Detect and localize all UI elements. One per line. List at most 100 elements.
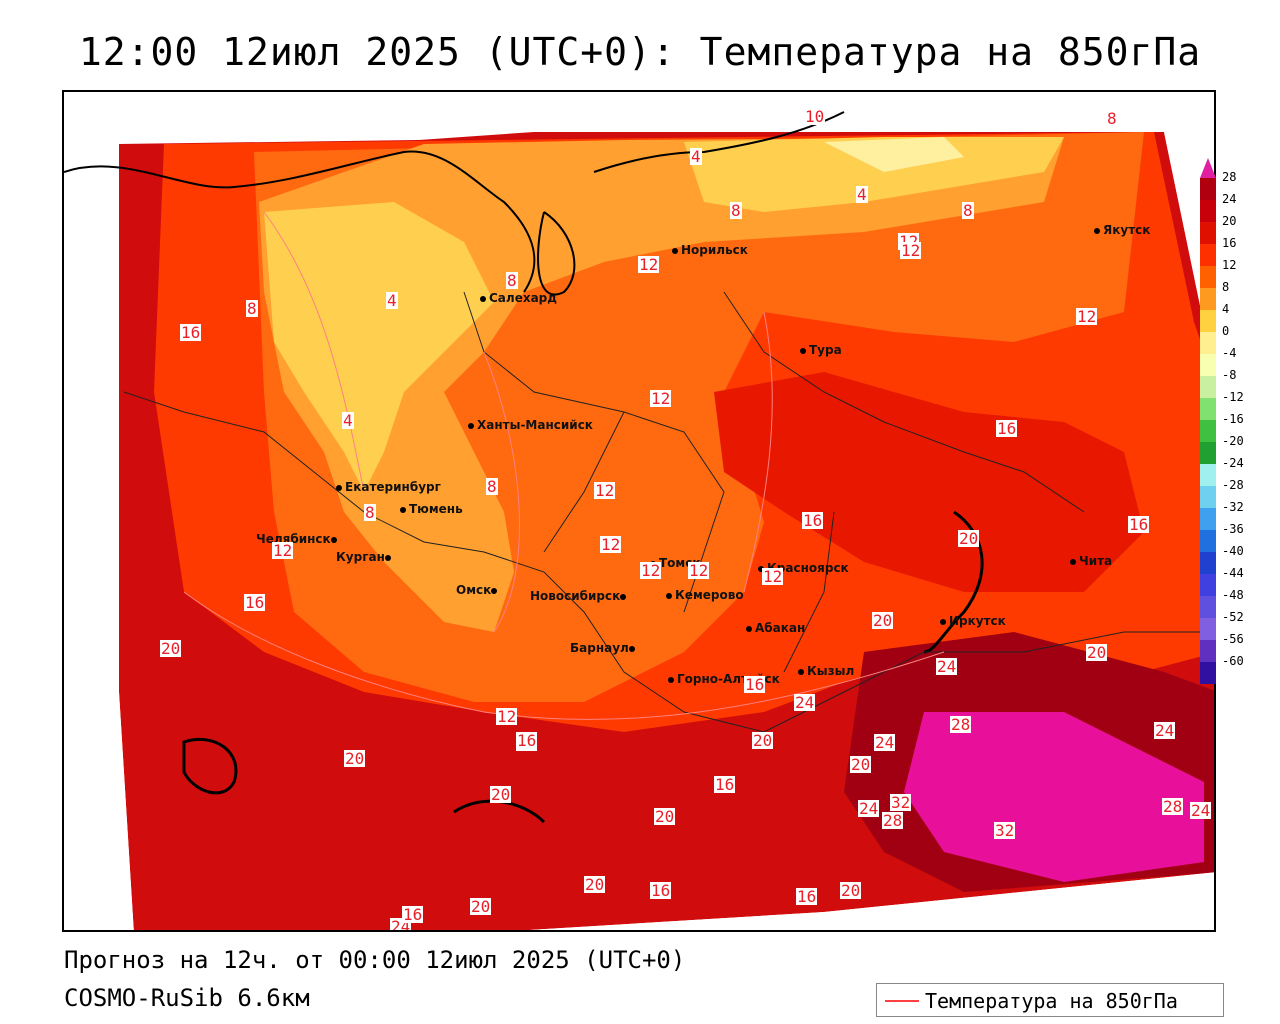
- city-dot: [668, 676, 674, 683]
- colorbar-tick-label: 24: [1222, 192, 1237, 206]
- city-dot: [491, 587, 498, 594]
- colorbar-tick-label: -60: [1222, 654, 1244, 668]
- contour-label: 20: [840, 881, 862, 900]
- contour-label: 24: [1190, 801, 1212, 820]
- city-label: Екатеринбург: [345, 480, 441, 494]
- colorbar-segment: [1200, 442, 1216, 464]
- colorbar-segment: [1200, 310, 1216, 332]
- city-dot: [620, 593, 627, 600]
- colorbar-tick-label: 4: [1222, 302, 1230, 316]
- contour-label: 8: [486, 477, 498, 496]
- contour-label: 24: [858, 799, 880, 818]
- contour-label: 12: [762, 567, 784, 586]
- legend-line: [885, 1000, 919, 1002]
- contour-label: 12: [1076, 307, 1098, 326]
- colorbar-tick-label: 12: [1222, 258, 1237, 272]
- city-dot: [672, 247, 678, 254]
- colorbar-tick-label: 16: [1222, 236, 1237, 250]
- colorbar-segment: [1200, 266, 1216, 288]
- contour-label: 8: [962, 201, 974, 220]
- city-label: Курган: [336, 550, 385, 564]
- colorbar: [1200, 158, 1216, 684]
- colorbar-segment: [1200, 332, 1216, 354]
- colorbar-tick-label: -4: [1222, 346, 1237, 360]
- colorbar-top-arrow: [1200, 158, 1216, 178]
- colorbar-tick-label: -20: [1222, 434, 1244, 448]
- colorbar-segment: [1200, 376, 1216, 398]
- legend-label: Температура на 850гПа: [925, 989, 1178, 1013]
- map-title: 12:00 12июл 2025 (UTC+0): Температура на…: [78, 30, 1202, 74]
- contour-label: 16: [796, 887, 818, 906]
- colorbar-tick-label: 8: [1222, 280, 1230, 294]
- contour-label: 10: [804, 107, 826, 126]
- contour-label: 16: [802, 511, 824, 530]
- city-dot: [1070, 558, 1076, 565]
- colorbar-tick-label: -8: [1222, 368, 1237, 382]
- city-label: Красноярск: [767, 561, 849, 575]
- contour-label: 16: [516, 731, 538, 750]
- contour-label: 4: [690, 147, 702, 166]
- contour-label: 12: [638, 255, 660, 274]
- contour-label: 12: [640, 561, 662, 580]
- colorbar-tick-label: 28: [1222, 170, 1237, 184]
- city-label: Кемерово: [675, 588, 744, 602]
- city-abakan: Абакан: [746, 621, 805, 635]
- contour-label: 16: [744, 675, 766, 694]
- colorbar-segment: [1200, 464, 1216, 486]
- city-irkutsk: Иркутск: [940, 614, 1006, 628]
- city-krasnoyarsk: Красноярск: [758, 561, 849, 575]
- contour-label: 12: [900, 241, 922, 260]
- city-chita: Чита: [1070, 554, 1112, 568]
- colorbar-segment: [1200, 574, 1216, 596]
- city-dot: [480, 295, 486, 302]
- city-kurgan: Курган: [336, 550, 394, 564]
- colorbar-segment: [1200, 398, 1216, 420]
- temperature-field: [64, 92, 1214, 930]
- contour-label: 20: [490, 785, 512, 804]
- city-label: Кызыл: [807, 664, 855, 678]
- contour-label: 16: [996, 419, 1018, 438]
- contour-label: 12: [688, 561, 710, 580]
- colorbar-tick-label: -32: [1222, 500, 1244, 514]
- city-chelyabinsk: Челябинск: [256, 532, 340, 546]
- forecast-info: Прогноз на 12ч. от 00:00 12июл 2025 (UTC…: [64, 946, 686, 974]
- colorbar-segment: [1200, 222, 1216, 244]
- colorbar-segment: [1200, 178, 1216, 200]
- city-label: Челябинск: [256, 532, 331, 546]
- city-label: Тура: [809, 343, 842, 357]
- city-dot: [330, 536, 337, 543]
- contour-label: 8: [246, 299, 258, 318]
- contour-label: 4: [386, 291, 398, 310]
- contour-label: 4: [342, 411, 354, 430]
- contour-label: 20: [584, 875, 606, 894]
- city-dot: [628, 645, 635, 652]
- city-dot: [384, 554, 391, 561]
- colorbar-segment: [1200, 200, 1216, 222]
- contour-label: 20: [160, 639, 182, 658]
- city-dot: [800, 347, 806, 354]
- colorbar-tick-label: -28: [1222, 478, 1244, 492]
- contour-label: 8: [364, 503, 376, 522]
- city-label: Норильск: [681, 243, 748, 257]
- contour-label: 12: [650, 389, 672, 408]
- colorbar-segment: [1200, 486, 1216, 508]
- contour-label: 20: [958, 529, 980, 548]
- map-area[interactable]: Якутск Норильск Салехард Тура Ханты-Манс…: [62, 90, 1216, 932]
- city-dot: [798, 668, 804, 675]
- colorbar-tick-label: -56: [1222, 632, 1244, 646]
- contour-label: 28: [950, 715, 972, 734]
- contour-label: 16: [714, 775, 736, 794]
- city-yakutsk: Якутск: [1094, 223, 1150, 237]
- city-label: Новосибирск: [530, 589, 621, 603]
- city-label: Чита: [1079, 554, 1113, 568]
- colorbar-segment: [1200, 508, 1216, 530]
- contour-label: 20: [872, 611, 894, 630]
- contour-label: 24: [1154, 721, 1176, 740]
- city-label: Иркутск: [949, 614, 1006, 628]
- contour-label: 20: [344, 749, 366, 768]
- colorbar-segment: [1200, 420, 1216, 442]
- city-label: Тюмень: [409, 502, 463, 516]
- contour-label: 12: [272, 541, 294, 560]
- contour-label: 32: [994, 821, 1016, 840]
- contour-label: 12: [594, 481, 616, 500]
